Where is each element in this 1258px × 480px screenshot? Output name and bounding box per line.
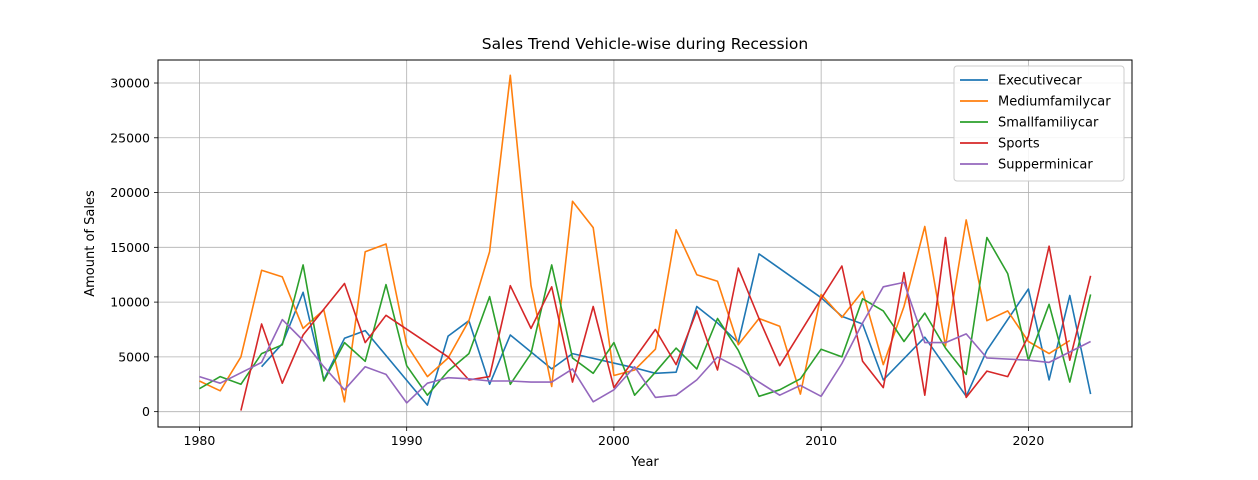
series-line-executivecar	[261, 253, 1092, 406]
x-axis-label: Year	[630, 455, 659, 470]
legend-label: Mediumfamilycar	[998, 95, 1111, 110]
y-tick-label: 25000	[110, 130, 150, 145]
y-tick-label: 10000	[110, 295, 150, 310]
series-lines	[198, 74, 1092, 411]
y-tick-label: 20000	[110, 185, 150, 200]
legend-label: Executivecar	[998, 74, 1082, 89]
legend-box	[953, 65, 1125, 182]
y-tick-label: 0	[142, 404, 150, 419]
x-tick-label: 2010	[805, 433, 837, 448]
y-tick-label: 5000	[118, 349, 150, 364]
y-axis-label: Amount of Sales	[83, 190, 98, 297]
x-tick-label: 2020	[1012, 433, 1044, 448]
y-tick-label: 30000	[110, 76, 150, 91]
chart-title: Sales Trend Vehicle-wise during Recessio…	[482, 35, 808, 53]
legend-label: Sports	[998, 137, 1040, 152]
legend-label: Smallfamiliycar	[998, 116, 1099, 131]
x-tick-label: 2000	[598, 433, 630, 448]
x-tick-label: 1990	[391, 433, 423, 448]
legend-label: Supperminicar	[998, 158, 1093, 173]
x-tick-label: 1980	[184, 433, 216, 448]
series-line-smallfamiliycar	[198, 236, 1092, 398]
grid	[158, 60, 1132, 427]
series-line-sports	[240, 236, 1092, 411]
axis-ticks: 1980 1990 2000 2010 2020 0 5000 10000 15000 20000…	[110, 76, 1044, 448]
y-tick-label: 15000	[110, 240, 150, 255]
series-line-mediumfamilycar	[199, 74, 1071, 403]
series-line-supperminicar	[199, 281, 1091, 404]
legend: Executivecar Mediumfamilycar Smallfamiliyc…	[953, 65, 1125, 182]
plot-frame	[157, 59, 1133, 428]
